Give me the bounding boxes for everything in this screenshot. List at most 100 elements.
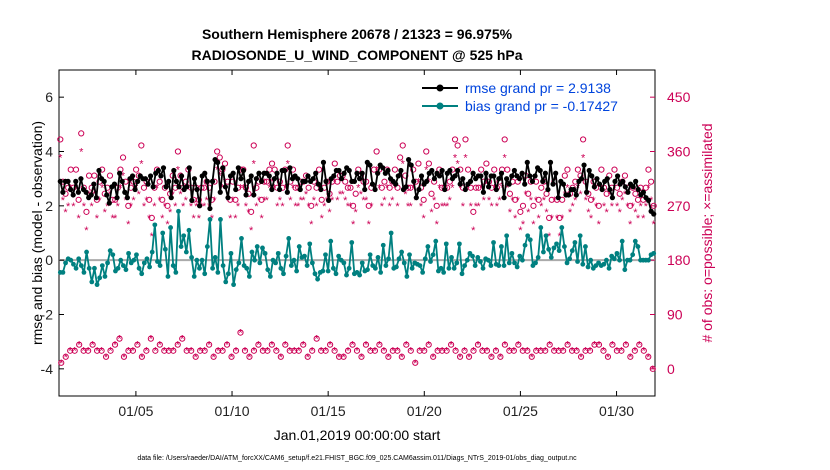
rmse-point <box>362 186 368 193</box>
bias-point <box>220 263 226 268</box>
bias-point <box>646 257 651 263</box>
obs-possible-point <box>488 353 495 360</box>
bias-point <box>294 268 300 274</box>
obs-assimilated-point: * <box>453 346 458 358</box>
rmse-point <box>522 181 528 187</box>
rmse-point <box>519 170 525 176</box>
obs-assimilated-point: * <box>530 352 535 364</box>
obs-assimilated-point: * <box>390 195 395 207</box>
obs-assimilated-point: * <box>416 177 421 189</box>
obs-possible-point <box>642 184 649 191</box>
obs-assimilated-point: * <box>310 346 315 358</box>
obs-possible-point <box>258 196 265 203</box>
obs-possible-point <box>119 154 127 161</box>
obs-possible-point <box>537 347 544 354</box>
obs-assimilated-point: * <box>152 201 157 213</box>
obs-possible-point <box>492 347 500 354</box>
rmse-point <box>607 186 613 193</box>
obs-assimilated-point: * <box>66 201 71 213</box>
obs-assimilated-point: * <box>178 189 183 201</box>
obs-possible-point <box>143 347 150 354</box>
rmse-point <box>124 195 130 201</box>
rmse-point <box>204 178 210 184</box>
obs-assimilated-point: * <box>646 183 651 195</box>
obs-assimilated-point: * <box>424 165 429 177</box>
obs-possible-point <box>650 202 657 209</box>
plot-area <box>58 69 656 397</box>
obs-possible-point <box>391 166 399 173</box>
obs-possible-point <box>546 214 553 222</box>
obs-assimilated-point: * <box>82 201 87 213</box>
obs-possible-point <box>138 353 146 360</box>
bias-point <box>110 252 116 258</box>
obs-assimilated-point: * <box>257 195 262 207</box>
obs-possible-point <box>152 347 159 354</box>
obs-assimilated-point: * <box>351 219 356 231</box>
obs-assimilated-point: * <box>238 328 243 340</box>
obs-assimilated-point: * <box>624 340 629 352</box>
obs-assimilated-point: * <box>149 334 154 346</box>
obs-assimilated-point: * <box>121 171 126 183</box>
rmse-point <box>584 189 590 195</box>
obs-assimilated-point: * <box>304 189 309 201</box>
rmse-point <box>625 189 631 195</box>
obs-assimilated-point: * <box>367 219 372 231</box>
obs-assimilated-point: * <box>292 346 297 358</box>
bias-point <box>233 267 239 273</box>
rmse-point <box>274 170 280 176</box>
obs-possible-point <box>83 208 90 215</box>
obs-assimilated-point: * <box>537 213 542 225</box>
obs-possible-point <box>107 347 114 354</box>
rmse-point <box>217 189 223 195</box>
obs-possible-point <box>574 166 581 173</box>
obs-possible-point <box>85 347 92 354</box>
obs-assimilated-point: * <box>523 189 528 201</box>
bias-point <box>535 255 541 260</box>
obs-possible-point <box>192 353 199 360</box>
obs-possible-point <box>416 347 423 354</box>
bias-point <box>304 263 310 268</box>
obs-assimilated-point: * <box>163 201 168 213</box>
obs-possible-point <box>587 196 595 203</box>
obs-possible-point <box>515 341 522 348</box>
bias-point <box>160 230 166 236</box>
obs-possible-point <box>517 208 524 215</box>
obs-assimilated-point: * <box>542 195 547 207</box>
bias-point <box>149 249 155 255</box>
obs-assimilated-point: * <box>73 346 78 358</box>
bias-point <box>302 253 307 259</box>
bias-point <box>525 233 531 239</box>
obs-possible-point <box>465 353 473 360</box>
obs-possible-point <box>246 353 253 360</box>
rmse-point <box>612 178 618 184</box>
bias-point <box>601 261 607 267</box>
bias-point <box>115 265 121 271</box>
rmse-point <box>57 178 63 184</box>
rmse-point <box>635 186 641 193</box>
obs-assimilated-point: * <box>225 195 230 207</box>
rmse-point <box>269 186 275 193</box>
rmse-point <box>356 176 363 182</box>
obs-assimilated-point: * <box>283 340 288 352</box>
obs-possible-point <box>57 136 64 143</box>
obs-assimilated-point: * <box>252 346 257 358</box>
bias-point <box>459 271 465 277</box>
legend-bias-label: bias grand pr = -0.17427 <box>465 98 618 114</box>
obs-possible-point <box>533 347 540 354</box>
obs-possible-point <box>352 190 359 197</box>
obs-possible-point <box>93 347 101 354</box>
bias-point <box>147 264 152 270</box>
obs-possible-point <box>216 154 223 161</box>
obs-assimilated-point: * <box>467 352 472 364</box>
obs-assimilated-point: * <box>176 165 181 177</box>
obs-assimilated-point: * <box>241 183 246 195</box>
obs-assimilated-point: * <box>521 346 526 358</box>
obs-possible-point <box>75 196 82 203</box>
obs-possible-point <box>506 190 514 197</box>
obs-assimilated-point: * <box>361 195 366 207</box>
rmse-point <box>467 178 474 184</box>
obs-possible-point <box>161 347 168 354</box>
obs-assimilated-point: * <box>180 334 185 346</box>
rmse-point <box>70 192 76 198</box>
bias-point <box>446 265 452 271</box>
